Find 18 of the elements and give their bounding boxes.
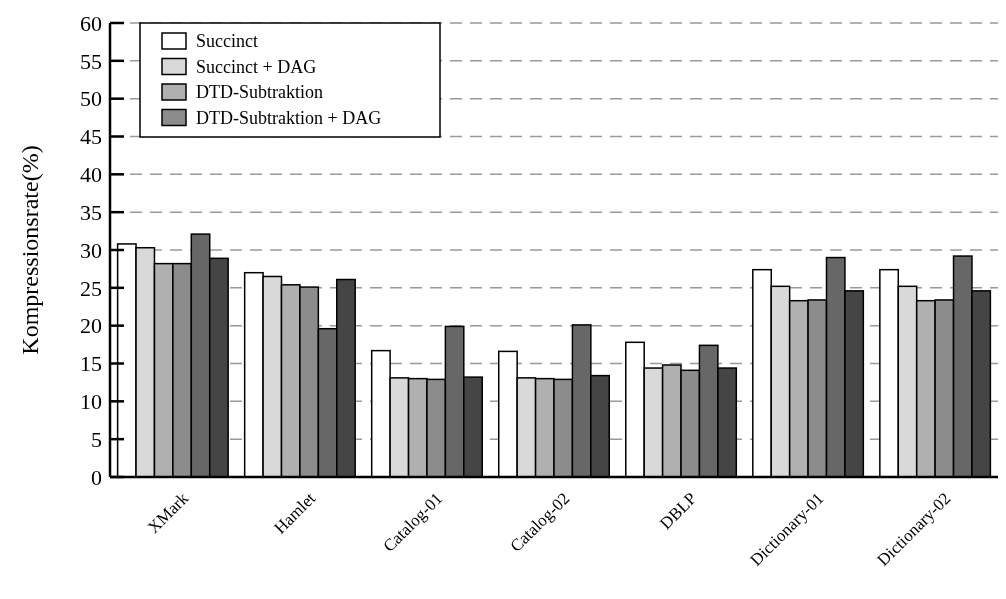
y-tick-label: 15: [80, 351, 102, 377]
y-tick-label: 50: [80, 86, 102, 112]
legend-label: Succinct: [196, 31, 258, 52]
y-tick-label: 60: [80, 10, 102, 36]
y-tick-label: 20: [80, 313, 102, 339]
y-tick-label: 40: [80, 162, 102, 188]
legend-label: DTD-Subtraktion + DAG: [196, 107, 382, 128]
y-tick-label: 10: [80, 389, 102, 415]
y-tick-label: 30: [80, 237, 102, 263]
legend-label: DTD-Subtraktion: [196, 82, 323, 103]
y-tick-label: 25: [80, 275, 102, 301]
y-tick-label: 0: [91, 464, 102, 490]
legend-label: Succinct + DAG: [196, 56, 317, 77]
y-tick-label: 5: [91, 426, 102, 452]
y-axis-title: Kompressionsrate(%): [17, 145, 44, 355]
y-tick-label: 55: [80, 48, 102, 74]
y-tick-label: 35: [80, 199, 102, 225]
y-tick-label: 45: [80, 124, 102, 150]
